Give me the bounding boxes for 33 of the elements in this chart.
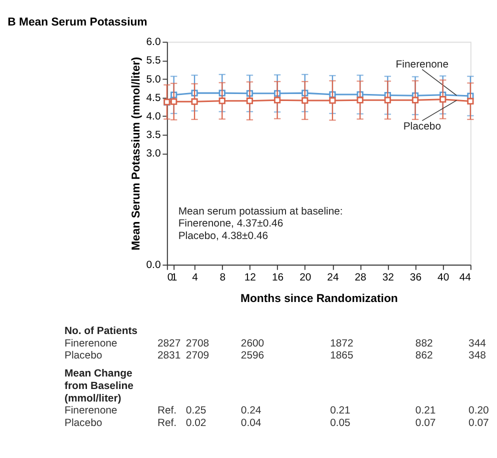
x-axis-title: Months since Randomization bbox=[240, 293, 398, 306]
annotation: Mean serum potassium at baseline: Finerenone, 4.37±0.46 Placebo, 4.38±0.46 bbox=[178, 206, 343, 242]
y-tick-label: 5.5 bbox=[146, 56, 161, 67]
text: No. of Patients bbox=[64, 326, 138, 337]
y-tick-label: 4.5 bbox=[146, 92, 161, 104]
text: B Mean Serum Potassium bbox=[8, 16, 148, 29]
text: Finerenone bbox=[396, 60, 449, 71]
text: Placebo Ref. 0.02 0.04 0.05 0.07 0.07 bbox=[64, 418, 489, 429]
text: Finerenone Ref. 0.25 0.24 0.21 0.21 0.20 bbox=[64, 406, 489, 417]
x-tick-label: 32 bbox=[382, 272, 394, 284]
x-tick-label: 16 bbox=[272, 272, 284, 284]
y-tick-label: 6.0 bbox=[146, 37, 161, 48]
x-tick-label: 4 bbox=[192, 272, 198, 284]
x-tick-label: 36 bbox=[410, 272, 422, 284]
x-tick-label: 24 bbox=[327, 272, 339, 284]
x-tick-label: 44 bbox=[459, 272, 472, 284]
x-tick-label: 0 bbox=[167, 272, 174, 284]
y-tick-label: 0.0 bbox=[146, 260, 161, 271]
y-tick-label: 4.0 bbox=[146, 111, 161, 122]
x-tick-label: 40 bbox=[438, 272, 450, 284]
x-tick-label: 28 bbox=[354, 272, 367, 284]
text: Placebo 2831 2709 2596 1865 862 348 bbox=[64, 350, 486, 362]
text: Mean Change from Baseline (mmol/liter) bbox=[64, 368, 134, 404]
x-tick-label: 8 bbox=[220, 272, 226, 284]
x-tick-label: 12 bbox=[244, 272, 256, 284]
y-axis-title: Mean Serum Potassium (mmol/liter) bbox=[130, 56, 143, 250]
x-tick-label: 20 bbox=[300, 272, 312, 284]
y-tick-label: 3.5 bbox=[146, 130, 161, 141]
series-label: Placebo bbox=[403, 121, 442, 132]
y-tick-label: 3.0 bbox=[146, 148, 161, 160]
y-tick-label: 5.0 bbox=[146, 74, 161, 86]
text: Finerenone 2827 2708 2600 1872 882 344 bbox=[64, 338, 486, 350]
x-tick-label: 1 bbox=[171, 272, 178, 284]
